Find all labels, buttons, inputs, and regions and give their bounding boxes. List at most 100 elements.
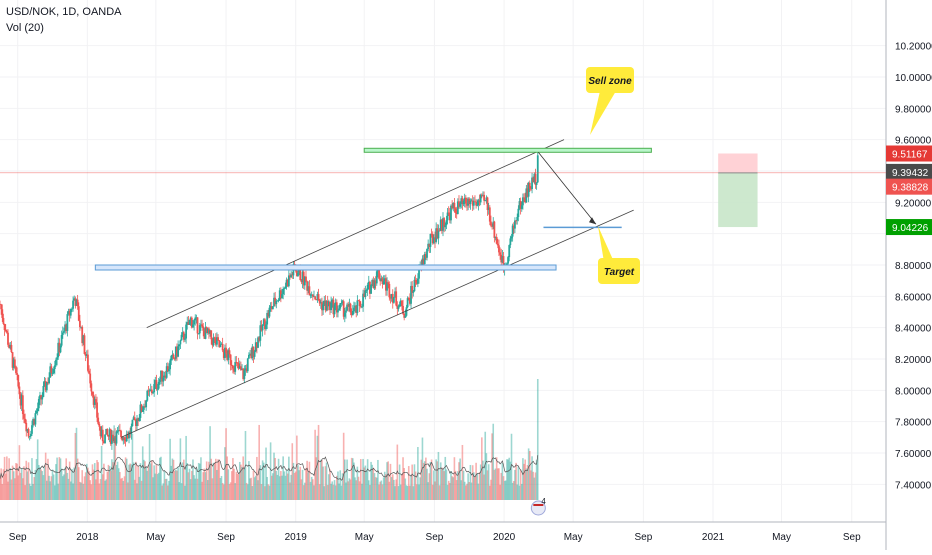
candle-body xyxy=(170,355,173,361)
volume-bar xyxy=(180,483,183,500)
volume-bar xyxy=(157,472,160,500)
volume-bar xyxy=(162,483,165,500)
candle-body xyxy=(241,368,243,370)
candle-body xyxy=(394,291,396,298)
candle-body xyxy=(502,256,505,270)
candle-body xyxy=(17,374,20,387)
candle-body xyxy=(267,312,270,317)
volume-bar xyxy=(136,483,138,500)
volume-bar xyxy=(371,464,374,500)
volume-bar xyxy=(248,461,250,500)
candle-body xyxy=(213,337,216,339)
candle-body xyxy=(165,366,168,378)
candle-body xyxy=(82,335,85,344)
candle-body xyxy=(233,368,235,372)
volume-bar xyxy=(68,461,71,500)
candle-body xyxy=(120,430,122,438)
volume-bar xyxy=(437,451,440,500)
candle-body xyxy=(200,324,202,326)
candle-body xyxy=(68,310,71,316)
candle-body xyxy=(12,359,15,368)
volume-bar xyxy=(84,472,87,500)
volume-bar xyxy=(283,471,286,500)
volume-bar xyxy=(148,433,151,500)
volume-bar xyxy=(528,450,531,500)
candle-body xyxy=(322,304,325,311)
volume-bar xyxy=(524,459,527,500)
candle-body xyxy=(74,298,77,306)
candle-body xyxy=(219,344,222,347)
price-tick-label: 9.60000 xyxy=(895,136,932,147)
volume-bar xyxy=(299,466,302,500)
volume-bar xyxy=(204,472,207,500)
candle-body xyxy=(480,194,483,196)
candle-body xyxy=(474,201,476,203)
candle-body xyxy=(499,252,501,255)
candle-body xyxy=(305,276,307,282)
volume-bar xyxy=(225,428,227,500)
candle-body xyxy=(411,285,414,293)
volume-bar xyxy=(331,481,334,500)
candle-body xyxy=(90,383,93,392)
candle-body xyxy=(118,430,121,431)
volume-bar xyxy=(172,459,175,500)
volume-bar xyxy=(42,475,45,500)
price-tick-label: 7.40000 xyxy=(895,480,932,491)
candle-body xyxy=(39,395,41,399)
volume-bar xyxy=(31,458,33,500)
candle-body xyxy=(358,300,361,307)
candle-body xyxy=(137,418,140,421)
candle-body xyxy=(130,426,133,435)
volume-bar xyxy=(193,475,195,500)
volume-bar xyxy=(398,464,401,500)
candle-body xyxy=(187,322,190,325)
volume-bar xyxy=(194,478,197,500)
volume-bar xyxy=(175,469,177,500)
candle-body xyxy=(232,365,234,369)
volume-bar xyxy=(141,446,144,500)
candle-body xyxy=(413,279,416,292)
volume-bar xyxy=(459,458,461,500)
candle-body xyxy=(399,300,402,305)
volume-bar xyxy=(507,459,509,500)
candle-body xyxy=(534,173,537,185)
volume-bar xyxy=(439,462,442,500)
candle-body xyxy=(403,313,406,318)
volume-bar xyxy=(436,461,439,500)
candle-body xyxy=(496,243,499,246)
volume-bar xyxy=(504,480,507,500)
candle-body xyxy=(117,430,120,431)
candle-body xyxy=(21,395,24,415)
volume-bar xyxy=(154,473,157,500)
candle-body xyxy=(248,354,250,359)
candle-body xyxy=(402,305,404,314)
candle-body xyxy=(202,326,205,331)
volume-bar xyxy=(2,469,5,500)
volume-bar xyxy=(454,470,457,500)
volume-bar xyxy=(477,483,480,500)
volume-bar xyxy=(11,465,14,500)
volume-bar xyxy=(58,457,61,500)
candle-body xyxy=(220,343,223,345)
candle-body xyxy=(24,418,27,423)
volume-bar xyxy=(490,479,492,500)
candle-body xyxy=(99,426,102,437)
candle-body xyxy=(109,429,112,444)
candle-body xyxy=(168,369,170,372)
volume-bar xyxy=(293,472,296,500)
candle-body xyxy=(79,320,81,328)
candle-body xyxy=(224,347,226,358)
volume-bar xyxy=(467,473,469,500)
time-tick-label: May xyxy=(146,532,165,543)
volume-bar xyxy=(473,472,475,500)
volume-bar xyxy=(232,458,234,500)
candle-body xyxy=(500,254,503,263)
candle-body xyxy=(341,301,344,303)
volume-bar xyxy=(241,466,243,500)
candle-body xyxy=(50,366,53,374)
volume-bar xyxy=(187,472,190,500)
candle-body xyxy=(225,347,227,354)
volume-bar xyxy=(152,477,154,500)
